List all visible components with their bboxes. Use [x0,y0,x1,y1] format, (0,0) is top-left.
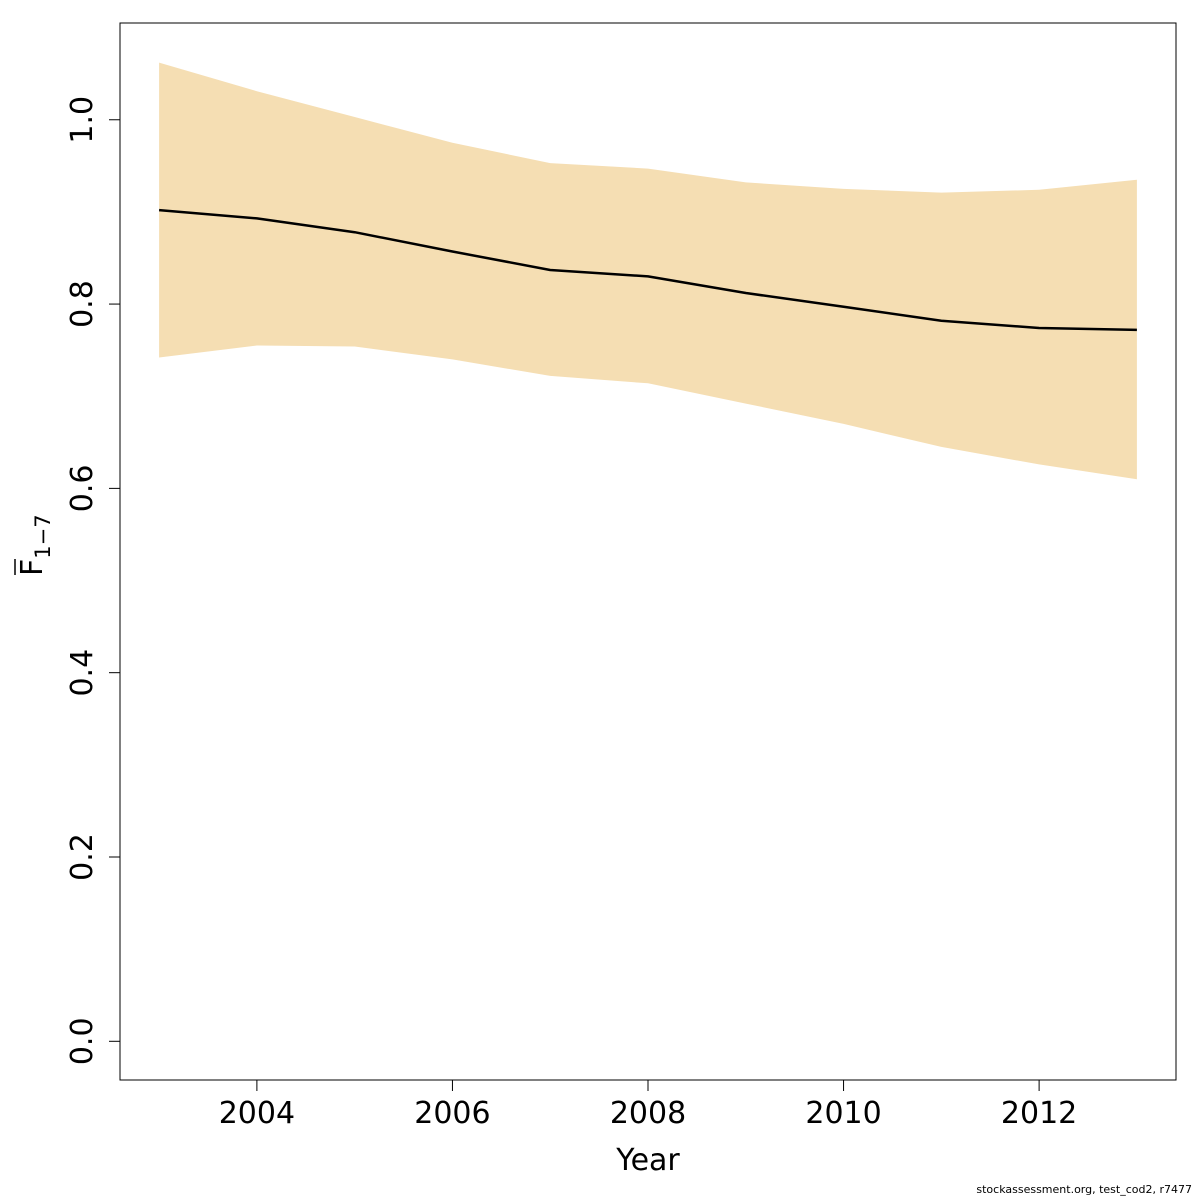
y-label-main: F [15,559,50,576]
footer-credit: stockassessment.org, test_cod2, r7477 [976,1183,1192,1196]
y-label-subscript: 1−7 [31,514,55,558]
y-tick-label: 0.2 [65,833,100,881]
y-axis: 0.0 0.2 0.4 0.6 0.8 1.0 [65,96,120,1065]
y-tick-label: 0.0 [65,1017,100,1065]
y-tick-label: 0.8 [65,280,100,328]
y-axis-label: F1−7 [14,514,55,576]
x-tick-label: 2012 [1001,1096,1077,1131]
x-tick-label: 2010 [805,1096,881,1131]
x-axis-label: Year [615,1143,680,1178]
x-tick-label: 2008 [610,1096,686,1131]
x-tick-label: 2004 [219,1096,295,1131]
y-tick-label: 1.0 [65,96,100,144]
x-axis: 2004 2006 2008 2010 2012 [219,1080,1077,1131]
x-tick-label: 2006 [414,1096,490,1131]
estimate-line [158,208,1137,332]
y-axis-label-text: F1−7 [15,514,55,576]
y-tick-label: 0.6 [65,465,100,513]
y-tick-label: 0.4 [65,649,100,697]
confidence-band [159,62,1137,480]
